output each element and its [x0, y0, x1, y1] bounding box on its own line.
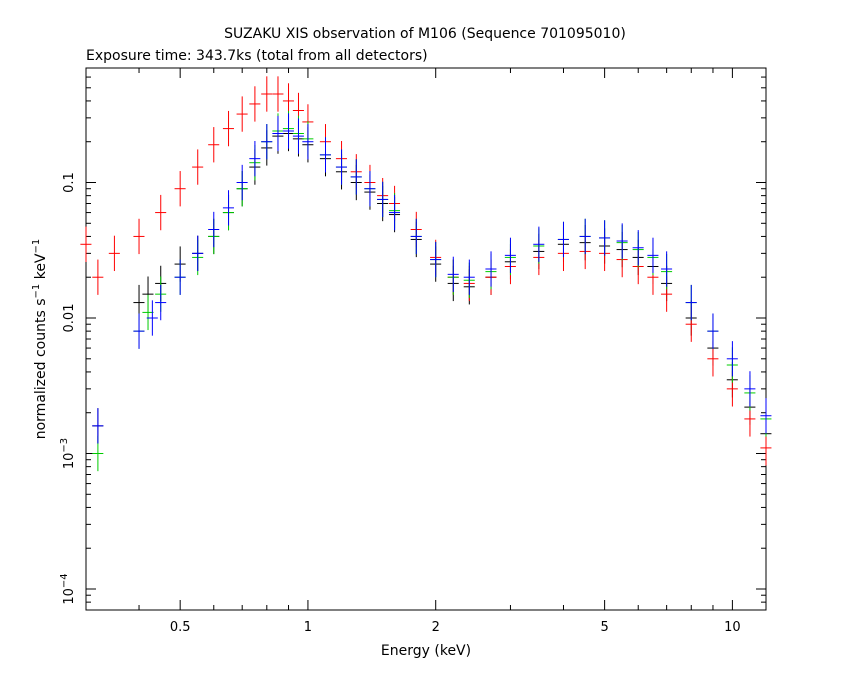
x-tick-label: 1: [304, 620, 312, 635]
x-axis-label: Energy (keV): [381, 643, 471, 659]
y-tick-label-base: 10: [62, 588, 77, 605]
y-axis-label-prefix: normalized counts s: [33, 298, 49, 439]
x-tick-label: 10: [724, 620, 741, 635]
y-tick-label-exponent: −3: [59, 438, 70, 453]
y-tick-label-base: 0.1: [62, 172, 77, 193]
data-series: [80, 76, 772, 472]
x-tick-label: 2: [432, 620, 440, 635]
series-2: [92, 110, 772, 472]
plot-frame: [85, 67, 767, 611]
y-tick-label: 10−4: [59, 573, 77, 604]
x-tick-label: 5: [600, 620, 608, 635]
y-tick-label-exponent: −4: [59, 573, 70, 588]
y-tick-label: 10−3: [59, 438, 77, 469]
y-tick-label: 0.01: [62, 304, 77, 333]
y-axis-label-sup1: −1: [31, 284, 42, 299]
y-axis-label-sup2: −1: [31, 239, 42, 254]
series-1: [80, 76, 772, 466]
y-tick-label-base: 10: [62, 453, 77, 470]
chart-subtitle: Exposure time: 343.7ks (total from all d…: [86, 48, 428, 64]
x-tick-labels: 0.5 1 2 5 10: [170, 620, 741, 635]
axis-ticks: [85, 68, 766, 611]
chart-title: SUZAKU XIS observation of M106 (Sequence…: [224, 26, 626, 42]
y-tick-label-base: 0.01: [62, 304, 77, 333]
x-tick-label: 0.5: [170, 620, 191, 635]
series-0: [92, 115, 772, 452]
series-3: [92, 113, 772, 444]
y-axis-label-middle: keV: [33, 253, 49, 284]
y-axis-label: normalized counts s−1 keV−1: [31, 239, 49, 440]
y-tick-label: 0.1: [62, 172, 77, 193]
